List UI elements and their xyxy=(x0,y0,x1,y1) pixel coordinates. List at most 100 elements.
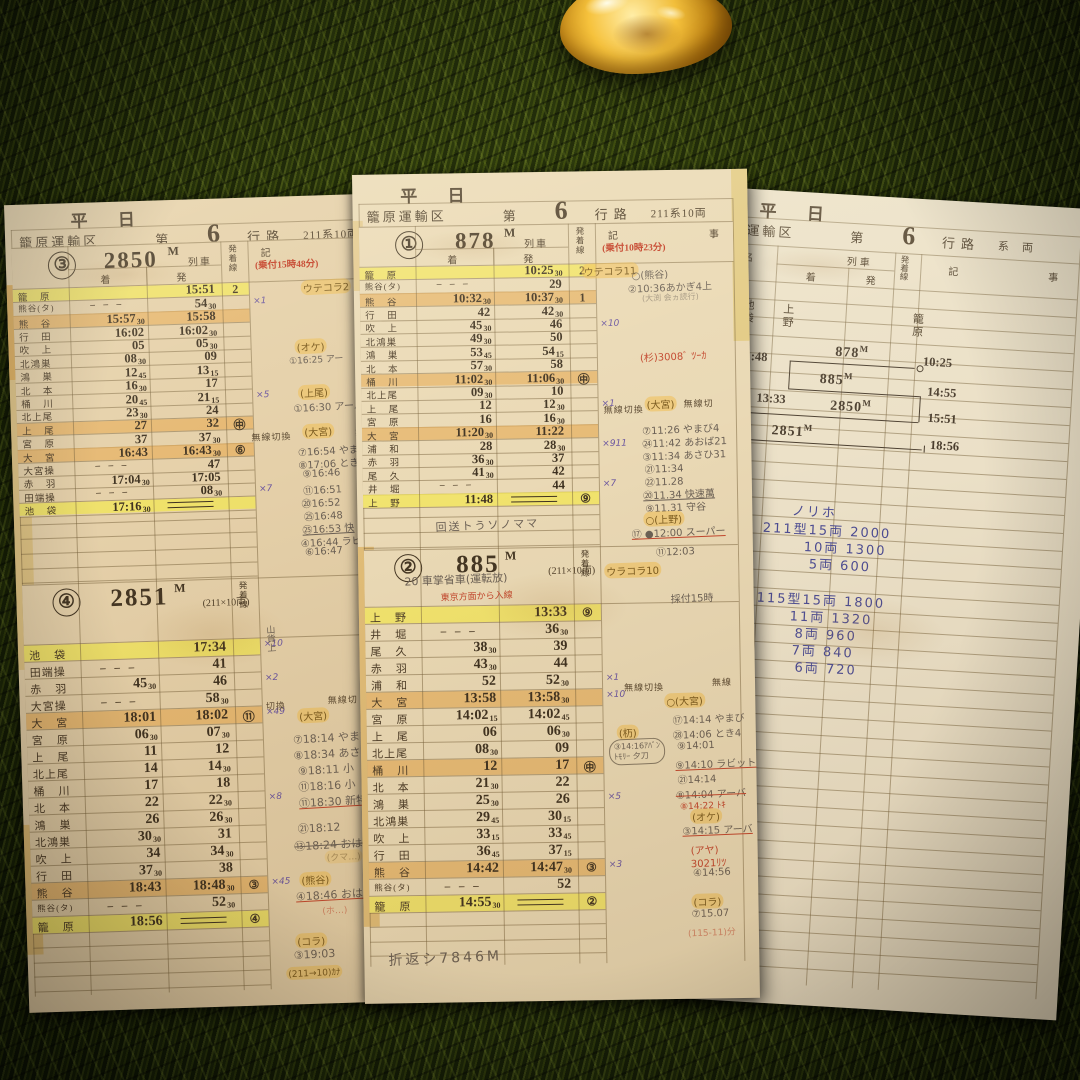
arrival-time: 11 xyxy=(143,743,158,759)
arrival-time: 0630 xyxy=(134,726,158,742)
candy-highlight xyxy=(581,0,633,20)
arrival-time: ‒ ‒ ‒ xyxy=(100,694,139,708)
station-cell: 大 宮 xyxy=(31,716,69,731)
annotation: (クマ…) xyxy=(324,848,363,864)
station-cell: 鴻 巣 xyxy=(372,798,410,812)
diagram-endpoint-circle xyxy=(916,364,924,373)
arrival-time: 14:5530 xyxy=(458,894,501,910)
arrival-time: 18:43 xyxy=(128,879,162,896)
depot-dai: 第 xyxy=(849,229,867,246)
departure-time: 1430 xyxy=(207,758,231,774)
arrival-time: 2530 xyxy=(475,792,499,808)
paper-stain xyxy=(65,255,187,294)
arrival-time: ‒ ‒ ‒ xyxy=(439,480,474,491)
arrival-time: 3030 xyxy=(137,828,162,844)
station-cell: 北 本 xyxy=(372,781,410,795)
diagram-train-label: 2850M xyxy=(829,397,873,416)
departure-time: 52 xyxy=(557,876,572,892)
departure-time: 18 xyxy=(216,774,231,791)
annotation: (コラ) xyxy=(691,892,724,910)
station-cell: 籠 原 xyxy=(374,900,412,914)
route-label: 行路 xyxy=(941,235,981,253)
departure-time: 2630 xyxy=(209,809,233,825)
track-cell: ③ xyxy=(248,877,260,892)
departure-time: 26 xyxy=(555,791,570,807)
annotation: ウテコラ2 xyxy=(300,277,352,296)
rule-line xyxy=(918,396,921,423)
arrival-time: 17:1630 xyxy=(112,498,151,514)
series-label: 211系10両 xyxy=(650,207,707,221)
arrival-time: 13:58 xyxy=(463,690,497,706)
annotation: (ホ…) xyxy=(322,905,348,917)
diagram-train-label: 2851M xyxy=(771,422,814,441)
track-cell: ② xyxy=(586,894,598,909)
station-cell: 熊谷(タ) xyxy=(364,281,402,292)
station-cell: 北鴻巣 xyxy=(373,815,410,829)
rule-line xyxy=(20,531,257,541)
station-cell: 井 堀 xyxy=(370,628,408,642)
station-cell: 熊谷(タ) xyxy=(18,302,55,314)
rule-line xyxy=(34,969,271,979)
annotation: ⑦15.07 xyxy=(691,907,730,921)
arrival-time: 4530 xyxy=(132,675,157,691)
departure-time: 14:0245 xyxy=(527,706,570,722)
arrival-time: ‒ ‒ ‒ xyxy=(107,898,145,912)
station-cell: 北上尾 xyxy=(32,768,70,782)
station-cell: 池 袋 xyxy=(29,649,67,663)
candy-crease xyxy=(612,14,682,54)
station-cell: 熊谷(タ) xyxy=(374,881,411,893)
rule-line xyxy=(698,367,1072,391)
annotation: (大宮) xyxy=(644,395,677,412)
rule-line xyxy=(788,360,791,389)
arrival-time: 3315 xyxy=(476,826,500,842)
diagram-time: 15:51 xyxy=(927,410,958,427)
station-cell: 尾 久 xyxy=(367,471,401,483)
track-cell: ㊥ xyxy=(233,417,246,433)
arrival-time: 3645 xyxy=(476,843,500,859)
arrival-time: 26 xyxy=(145,811,160,827)
departure-time: 31 xyxy=(217,825,233,842)
rule-line xyxy=(21,561,258,570)
station-cell: 吹 上 xyxy=(35,852,73,867)
departure-time: 22 xyxy=(555,774,570,790)
arrival-time: 12 xyxy=(483,758,498,774)
station-cell: 池 袋 xyxy=(24,506,58,518)
diagram-station-label: 上野 xyxy=(780,302,795,330)
annotation: ⑨16:46 xyxy=(302,467,341,481)
annotation: (211→10)ｶﾅ xyxy=(285,964,343,981)
annotation: ③19:03 xyxy=(293,946,336,963)
track-cell: 1 xyxy=(579,290,586,305)
annotation: 折返シ7846M xyxy=(388,948,503,970)
station-cell: 北鴻巣 xyxy=(365,337,398,349)
annotation: 無線切換 xyxy=(603,404,644,416)
departure-time: 17 xyxy=(555,757,570,773)
departure-time: 3015 xyxy=(547,808,572,824)
station-cell: 桶 川 xyxy=(33,784,71,799)
station-cell: 吹 上 xyxy=(365,324,399,336)
paper-stain xyxy=(478,570,630,644)
margin-mark: ×3 xyxy=(608,859,623,871)
departure-time: 44 xyxy=(553,655,568,671)
annotation: ⑰ ●12:00 スーパー xyxy=(631,525,726,541)
station-cell: 北 本 xyxy=(33,801,72,816)
margin-mark: ×7 xyxy=(258,483,273,495)
annotation: ③14:15 アーバ xyxy=(682,823,753,838)
departure-time: 13:5830 xyxy=(527,689,570,705)
arrival-time: 14:0215 xyxy=(455,707,498,723)
departure-time: 5230 xyxy=(545,672,570,688)
col-track-line: 発着線 xyxy=(898,254,911,281)
paper-stain xyxy=(136,596,289,672)
col-track-line: 発着線 xyxy=(227,243,239,273)
rule-line xyxy=(34,984,271,993)
departure-time: 0630 xyxy=(546,723,570,739)
annotation: 無線切 xyxy=(683,398,714,409)
arrival-time: 52 xyxy=(481,673,497,689)
station-cell: 桶 川 xyxy=(366,378,399,389)
diagram-train-label: 878M xyxy=(834,343,870,362)
annotation: (大宮) xyxy=(301,422,335,440)
annotation: ④14:56 xyxy=(692,866,732,880)
margin-mark: ×8 xyxy=(268,791,283,803)
departure-time: 18:4830 xyxy=(192,877,235,894)
rule-line xyxy=(697,385,1071,409)
arrival-time: 22 xyxy=(144,794,160,810)
